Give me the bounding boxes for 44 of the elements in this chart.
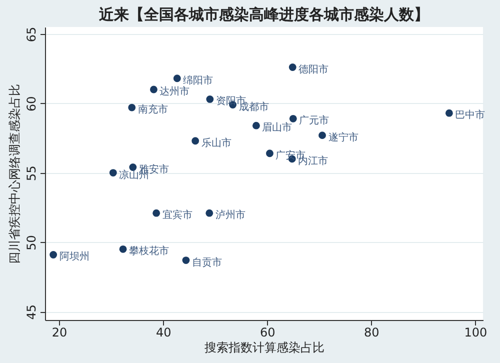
point — [182, 256, 190, 264]
series-label: 自贡市 — [192, 256, 222, 268]
point — [288, 64, 296, 71]
x-tick-label: 20 — [52, 326, 68, 340]
series-label: 达州市 — [160, 85, 190, 98]
point — [152, 209, 160, 217]
series-label: 攀枝花市 — [129, 245, 170, 258]
series-label: 巴中市 — [455, 109, 486, 122]
series-label: 宜宾市 — [162, 209, 192, 222]
series-label: 泸州市 — [215, 209, 246, 222]
x-tick-label: 40 — [156, 326, 172, 340]
point — [128, 104, 136, 112]
x-axis-title: 搜索指数计算感染占比 — [204, 340, 324, 354]
point — [109, 169, 117, 177]
series-label: 眉山市 — [262, 122, 292, 134]
point — [50, 251, 58, 258]
series-label: 绵阳市 — [183, 74, 214, 86]
point — [206, 209, 214, 217]
point — [266, 150, 274, 158]
x-tick-label: 60 — [260, 326, 276, 340]
y-tick-label: 55 — [24, 166, 38, 181]
series-label: 南充市 — [138, 104, 168, 116]
series-label: 乐山市 — [201, 136, 232, 149]
series-label: 遂宁市 — [328, 131, 358, 144]
point — [206, 96, 214, 103]
y-axis-title: 四川省疾控中心网络调查感染占比 — [8, 84, 22, 264]
x-tick-label: 100 — [464, 326, 488, 340]
point — [150, 86, 158, 94]
y-tick-label: 65 — [24, 26, 38, 42]
point — [289, 114, 297, 122]
x-tick-label: 80 — [364, 326, 380, 340]
chart-title: 近来【全国各城市感染高峰进度各城市感染人数】 — [98, 5, 429, 24]
y-tick-label: 60 — [24, 96, 38, 112]
y-tick-label: 45 — [24, 304, 38, 320]
point — [119, 245, 127, 253]
point — [318, 132, 326, 140]
y-tick-label: 50 — [24, 235, 38, 250]
point — [252, 122, 260, 130]
point — [173, 74, 181, 82]
point — [192, 137, 200, 145]
series-label: 广元市 — [299, 114, 330, 127]
series-label: 阿坝州 — [59, 250, 90, 263]
series-label: 德阳市 — [298, 63, 329, 76]
point — [445, 109, 453, 117]
